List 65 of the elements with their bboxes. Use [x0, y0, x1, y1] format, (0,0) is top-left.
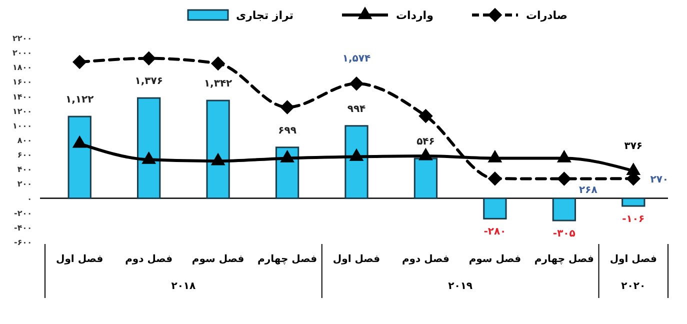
text: ۲۰۱۸: [171, 281, 196, 292]
data-label: ۶۹۹: [278, 125, 296, 136]
y-tick-label: ۱۲۰۰: [12, 106, 32, 116]
data-label: -۳۰۵: [552, 228, 576, 240]
legend-label: صادرات: [526, 9, 568, 22]
y-tick-label: ۲۰۰۰: [12, 48, 32, 58]
data-label: ۲۷۰: [650, 174, 669, 186]
point: [72, 54, 87, 70]
point: [418, 148, 433, 160]
data-label: ۵۴۶: [416, 136, 435, 148]
bar: [622, 198, 646, 207]
point: [280, 100, 294, 114]
bar: [206, 100, 230, 200]
data-label: -۲۸۰: [484, 226, 506, 238]
y-tick-label: ۲۰۰: [17, 180, 32, 189]
bar: [137, 97, 161, 200]
bar: [483, 198, 507, 220]
y-tick-label: ۲۲۰۰: [12, 34, 32, 43]
point: [142, 151, 156, 164]
y-tick-label: ۱۶۰۰: [12, 78, 32, 87]
point: [418, 108, 433, 124]
y-tick-label: ۶۰۰: [17, 150, 32, 160]
bar: [414, 158, 438, 200]
bar: [68, 116, 92, 200]
x-tick-label: فصل چهارم: [258, 254, 318, 265]
data-label: -۱۰۶: [622, 214, 645, 226]
point: [349, 148, 364, 161]
y-tick-label: ۱۰۰۰: [12, 121, 32, 130]
bar: [344, 125, 368, 200]
x-tick-label: فصل چهارم: [534, 254, 594, 265]
data-label: ۳۷۶: [624, 140, 643, 152]
point: [210, 152, 226, 166]
point: [488, 150, 502, 162]
point: [210, 56, 226, 71]
data-label: ۱,۳۴۲: [204, 78, 232, 90]
point: [349, 76, 364, 91]
legend-label: واردات: [396, 9, 434, 22]
y-tick-label: ۴۰۰: [17, 165, 32, 174]
text: ۲۰۲۰: [621, 281, 646, 292]
y-tick-label: -۴۰۰: [14, 223, 32, 232]
point: [556, 150, 572, 162]
bar: [552, 198, 576, 222]
point: [280, 150, 294, 162]
legend-label: تراز تجاری: [236, 9, 294, 22]
point: [142, 51, 156, 66]
point: [72, 135, 87, 148]
x-tick-label: فصل اول: [332, 254, 380, 265]
data-label: ۱,۱۲۲: [66, 94, 94, 106]
y-tick-label: ۸۰۰: [17, 136, 32, 145]
data-label: ۲۶۸: [579, 184, 598, 196]
y-tick-label: -۲۰۰: [14, 208, 32, 218]
data-label: ۱,۵۷۴: [342, 54, 371, 65]
y-tick-label: ۰: [27, 194, 32, 204]
y-tick-label: ۱۸۰۰: [12, 63, 32, 72]
x-tick-label: فصل سوم: [192, 254, 244, 265]
x-tick-label: فصل دوم: [402, 254, 450, 265]
x-tick-label: فصل اول: [56, 254, 104, 265]
y-tick-label: -۶۰۰: [14, 238, 32, 247]
x-tick-label: فصل سوم: [468, 254, 522, 265]
y-tick-label: ۱۴۰۰: [12, 92, 32, 102]
x-tick-label: فصل دوم: [125, 254, 173, 265]
data-label: ۱,۳۷۶: [134, 76, 163, 88]
x-tick-label: فصل اول: [610, 254, 657, 265]
data-label: ۹۹۴: [347, 104, 366, 115]
text: ۲۰۱۹: [448, 281, 473, 292]
